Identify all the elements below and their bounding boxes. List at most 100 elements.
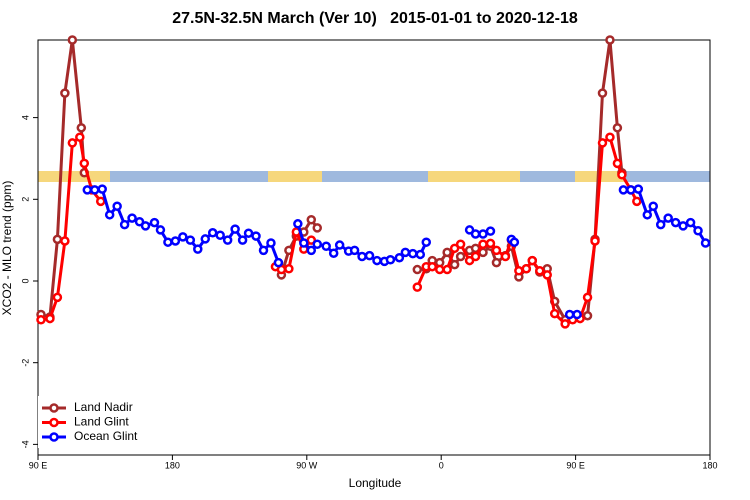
data-point — [491, 245, 502, 256]
data-point — [663, 213, 673, 223]
data-point — [328, 248, 339, 258]
data-point — [207, 228, 218, 238]
data-point — [140, 221, 151, 231]
data-point — [266, 238, 276, 248]
data-point — [549, 308, 560, 319]
data-point — [618, 185, 629, 195]
data-point — [605, 132, 615, 142]
data-point — [127, 213, 137, 223]
data-point — [394, 252, 405, 263]
data-point — [200, 234, 211, 244]
data-point — [590, 236, 600, 246]
x-tick-label: 0 — [439, 460, 444, 470]
y-tick-label: 4 — [20, 115, 30, 120]
data-point — [485, 226, 496, 236]
data-point — [485, 238, 496, 249]
legend-label: Ocean Glint — [74, 429, 138, 443]
data-point — [119, 219, 130, 230]
data-point — [284, 263, 294, 274]
y-tick-label: 0 — [20, 278, 30, 283]
data-point — [299, 238, 309, 248]
data-point — [560, 319, 570, 329]
data-point — [678, 221, 688, 231]
legend-marker — [49, 432, 59, 442]
data-point — [215, 230, 225, 240]
data-point — [478, 239, 488, 249]
data-point — [364, 250, 375, 261]
data-point — [633, 184, 644, 194]
data-point — [372, 255, 382, 266]
data-point — [95, 196, 106, 207]
data-point — [104, 210, 115, 220]
x-axis-label: Longitude — [349, 476, 402, 490]
data-point — [449, 259, 460, 270]
data-point — [521, 263, 532, 274]
data-point — [470, 229, 481, 239]
data-point — [75, 132, 85, 142]
data-point — [67, 35, 78, 45]
data-point — [642, 210, 653, 220]
data-point — [648, 201, 659, 211]
data-point — [170, 236, 181, 246]
data-point — [52, 234, 63, 245]
data-point — [222, 235, 233, 245]
data-point — [60, 236, 70, 246]
data-point — [582, 292, 593, 303]
data-point — [349, 245, 360, 256]
legend-marker — [49, 417, 59, 428]
x-tick-label: 90 E — [29, 460, 48, 470]
data-point — [412, 282, 423, 292]
data-point — [442, 247, 452, 258]
data-point — [632, 196, 642, 207]
data-point — [455, 251, 466, 262]
data-point — [564, 309, 575, 320]
data-point — [67, 138, 78, 148]
data-point — [455, 239, 466, 249]
chart-title: 27.5N-32.5N March (Ver 10) 2015-01-01 to… — [172, 10, 578, 27]
data-point — [97, 184, 107, 194]
data-point — [82, 185, 93, 195]
data-point — [45, 313, 55, 324]
data-point — [617, 170, 627, 180]
data-point — [427, 261, 437, 272]
data-point — [597, 88, 608, 98]
plot-frame — [37, 39, 711, 456]
data-point — [597, 138, 608, 148]
data-point — [306, 214, 317, 225]
series-line — [87, 187, 280, 264]
data-point — [434, 264, 445, 275]
y-axis-label: XCO2 - MLO trend (ppm) — [0, 181, 14, 316]
land-band — [268, 171, 322, 182]
data-point — [527, 255, 538, 266]
data-point — [670, 217, 681, 228]
data-point — [655, 219, 666, 230]
data-point — [155, 225, 166, 235]
data-point — [582, 310, 593, 321]
data-point — [605, 35, 615, 45]
x-tick-label: 180 — [165, 460, 180, 470]
y-tick-label: 2 — [20, 197, 30, 202]
legend-label: Land Nadir — [74, 400, 133, 414]
data-point — [79, 158, 90, 169]
data-point — [542, 270, 552, 280]
y-tick-label: -4 — [20, 440, 30, 448]
legend-label: Land Glint — [74, 415, 129, 429]
data-point — [572, 309, 582, 320]
data-point — [408, 248, 418, 259]
data-point — [89, 185, 100, 195]
data-point — [415, 249, 426, 260]
data-point — [464, 255, 475, 266]
data-point — [306, 245, 317, 256]
data-point — [76, 123, 87, 133]
land-band — [38, 171, 110, 182]
land-band — [428, 171, 520, 182]
data-point — [509, 237, 520, 247]
data-point — [163, 237, 173, 247]
data-point — [693, 226, 703, 236]
data-point — [293, 219, 303, 229]
data-point — [514, 266, 524, 276]
data-point — [312, 239, 323, 249]
data-point — [230, 224, 240, 234]
data-point — [500, 251, 511, 262]
data-point — [442, 264, 452, 275]
